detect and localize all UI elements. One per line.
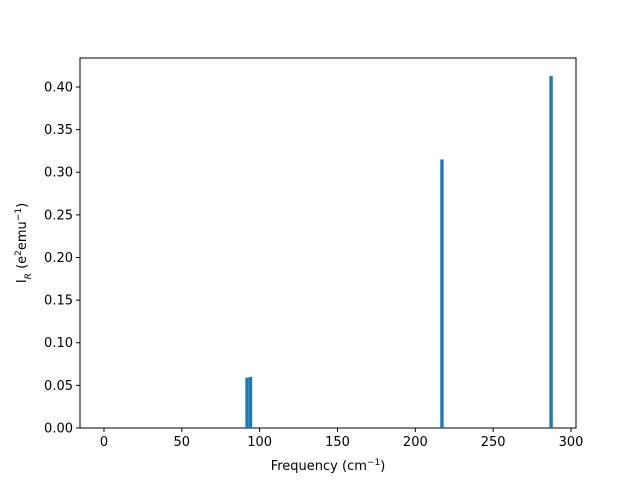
x-label-part: Frequency (cm: [271, 459, 367, 474]
x-tick-label: 100: [247, 435, 272, 450]
x-tick-label: 0: [100, 435, 108, 450]
y-label-part: I: [15, 279, 30, 283]
y-tick-label: 0.30: [44, 166, 73, 181]
x-axis-label: Frequency (cm−1): [271, 458, 386, 474]
y-label-part: (e: [15, 256, 30, 273]
plot-frame: [79, 57, 577, 429]
y-tick-label: 0.00: [44, 422, 73, 437]
y-tick-label: 0.25: [44, 208, 73, 223]
x-label-part: −1: [367, 458, 380, 468]
y-tick-label: 0.20: [44, 251, 73, 266]
y-label-part: emu: [15, 221, 30, 250]
x-tick-label: 300: [559, 435, 584, 450]
x-tick-label: 200: [403, 435, 428, 450]
y-tick-label: 0.10: [44, 336, 73, 351]
bar: [248, 376, 253, 428]
bar: [440, 159, 444, 429]
y-label-part: 2: [14, 250, 24, 256]
y-tick-label: 0.40: [44, 80, 73, 95]
y-label-part: −1: [14, 208, 24, 221]
x-tick-label: 50: [174, 435, 191, 450]
y-axis-label: IR (e2emu−1): [14, 203, 34, 283]
y-tick-label: 0.05: [44, 379, 73, 394]
x-tick-label: 150: [325, 435, 350, 450]
bar: [549, 75, 553, 428]
bar: [245, 377, 249, 428]
y-tick-label: 0.15: [44, 294, 73, 309]
y-tick-label: 0.35: [44, 123, 73, 138]
x-tick-label: 250: [481, 435, 506, 450]
y-label-part: R: [24, 273, 34, 279]
y-label-part: ): [15, 203, 30, 208]
x-label-part: ): [380, 459, 385, 474]
